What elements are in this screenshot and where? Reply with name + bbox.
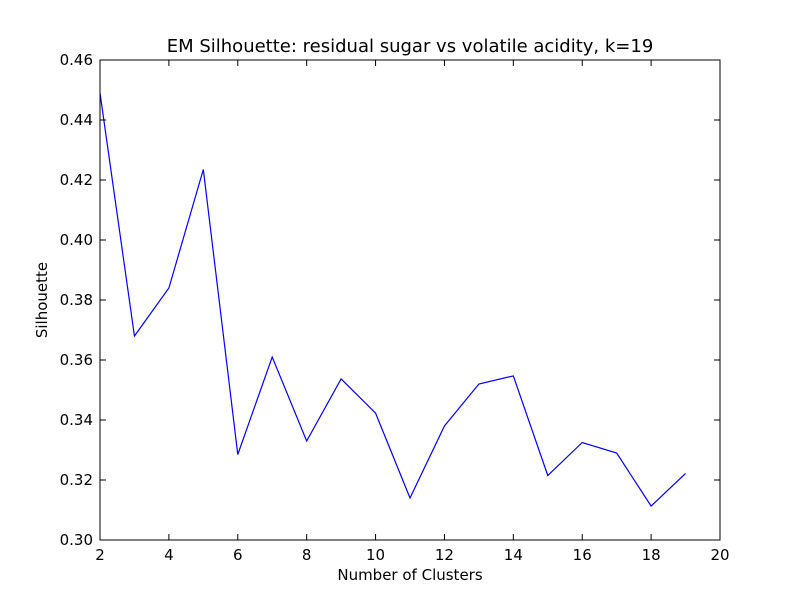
y-tick-label: 0.36 [60, 351, 93, 369]
x-tick-label: 16 [573, 546, 592, 564]
x-tick-label: 6 [233, 546, 243, 564]
y-tick-label: 0.40 [60, 231, 93, 249]
y-tick-label: 0.38 [60, 291, 93, 309]
y-tick-label: 0.32 [60, 471, 93, 489]
x-tick-label: 2 [95, 546, 105, 564]
x-tick-label: 4 [164, 546, 174, 564]
x-tick-label: 20 [710, 546, 729, 564]
y-tick-label: 0.46 [60, 51, 93, 69]
plot-area: 2 4 6 8 10 12 14 16 18 20 0.30 0.32 0.34 0.36 0.38 0.40… [60, 51, 730, 564]
x-axis-title: Number of Clusters [337, 566, 482, 584]
x-tick-label: 12 [435, 546, 454, 564]
x-tick-label: 8 [302, 546, 312, 564]
series-line-0 [99, 92, 686, 508]
y-axis-title: Silhouette [33, 262, 51, 338]
y-tick-label: 0.44 [60, 111, 93, 129]
y-tick-label: 0.34 [60, 411, 93, 429]
chart-title: EM Silhouette: residual sugar vs volatil… [167, 36, 654, 57]
y-tick-label: 0.42 [60, 171, 93, 189]
y-tick-label: 0.30 [60, 531, 93, 549]
x-tick-label: 14 [504, 546, 523, 564]
x-tick-label: 18 [642, 546, 661, 564]
x-tick-label: 10 [366, 546, 385, 564]
